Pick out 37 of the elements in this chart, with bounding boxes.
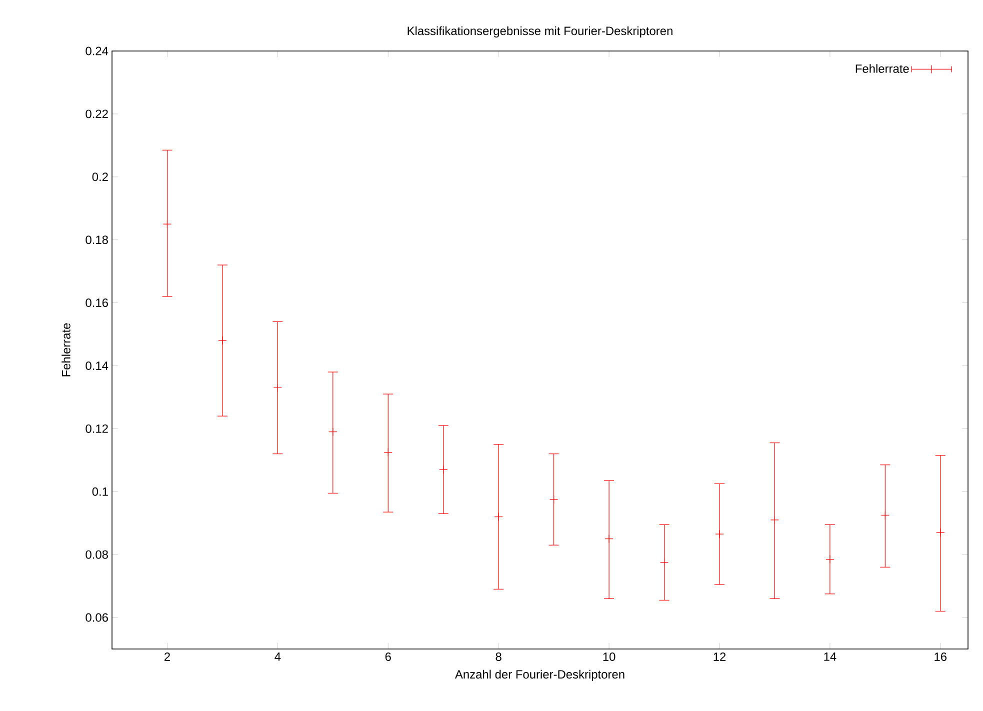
point — [550, 495, 558, 504]
point — [660, 558, 669, 567]
x-tick-label: 12 — [714, 652, 726, 661]
x-tick-label: 2 — [164, 652, 170, 661]
point — [936, 528, 945, 537]
point — [384, 448, 392, 457]
point — [880, 510, 890, 520]
x-tick-label: 14 — [824, 652, 836, 661]
point — [715, 530, 724, 538]
point — [328, 428, 338, 436]
y-tick-label: 0.06 — [86, 613, 108, 622]
y-tick-label: 0.2 — [92, 172, 108, 182]
point — [604, 534, 614, 544]
point — [439, 465, 448, 474]
y-tick-label: 0.24 — [86, 46, 108, 56]
y-tick-label: 0.1 — [92, 487, 108, 496]
point — [770, 516, 780, 524]
point — [162, 220, 172, 228]
point — [826, 554, 834, 564]
point — [273, 383, 282, 392]
chart-title: Klassifikationsergebnisse mit Fourier-Deskriptoren — [408, 26, 672, 38]
x-tick-label: 10 — [603, 652, 616, 661]
x-tick-label: 6 — [385, 652, 391, 661]
y-tick-label: 0.14 — [86, 361, 108, 370]
x-tick-label: 4 — [274, 652, 281, 661]
y-axis-title: Fehlerrate — [62, 323, 70, 376]
x-tick-label: 16 — [934, 652, 947, 661]
x-axis-title: Anzahl der Fourier-Deskriptoren — [454, 670, 624, 681]
point — [218, 336, 227, 345]
x-tick-label: 8 — [496, 652, 502, 661]
y-tick-label: 0.08 — [86, 550, 108, 559]
y-tick-label: 0.12 — [86, 424, 108, 433]
y-tick-label: 0.18 — [86, 236, 108, 244]
y-tick-label: 0.22 — [86, 110, 108, 118]
y-tick-label: 0.16 — [86, 298, 108, 307]
point — [494, 512, 503, 522]
legend-label: Fehlerrate — [856, 64, 909, 73]
